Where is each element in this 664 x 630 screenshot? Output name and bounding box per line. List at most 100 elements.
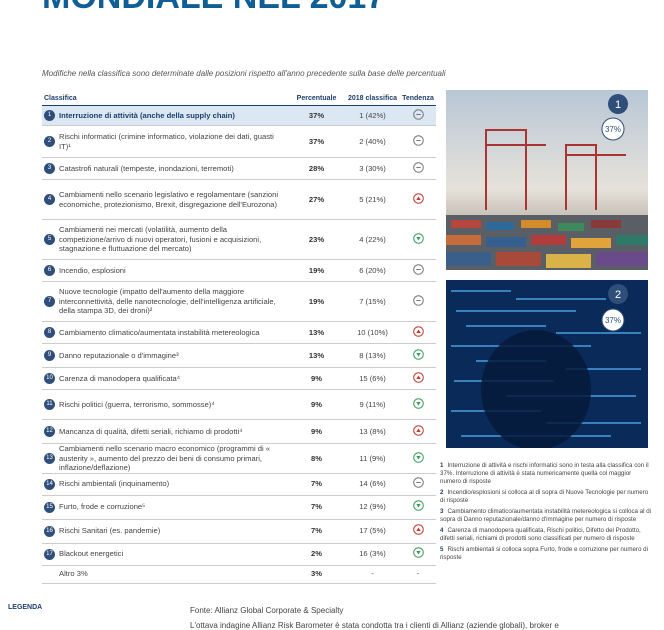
footer-text: L'ottava indagine Allianz Risk Barometer… (190, 621, 559, 630)
risk-cell: 17 Blackout energetici (42, 543, 288, 566)
trend-cell (400, 179, 436, 220)
rank-badge: 16 (44, 525, 55, 537)
trend-cell (400, 125, 436, 158)
prev-rank: 16 (3%) (345, 543, 400, 566)
percent: 9% (288, 367, 345, 390)
trend-cell (400, 519, 436, 544)
percent: 7% (288, 473, 345, 496)
prev-rank: 17 (5%) (345, 519, 400, 544)
trend-cell (400, 321, 436, 344)
table-row: 7 Nuove tecnologie (impatto dell'aumento … (42, 281, 436, 322)
trend-ring (412, 547, 424, 559)
percent: 9% (288, 419, 345, 444)
trend-ring (412, 161, 424, 173)
percent: 37% (288, 125, 345, 158)
trend-cell (400, 495, 436, 520)
note: 2 Incendio/esplosioni si colloca al di so… (440, 489, 652, 505)
risk-label: Danno reputazionale o d'immagine³ (59, 350, 179, 360)
prev-rank: 12 (9%) (345, 495, 400, 520)
risk-label: Interruzione di attività (anche della su… (59, 110, 235, 120)
risk-label: Rischi ambientali (inquinamento) (59, 479, 170, 489)
trend-ring (412, 424, 424, 436)
image-rank: 2 (615, 289, 621, 301)
rank-badge: 13 (44, 452, 55, 464)
prev-rank: 5 (21%) (345, 179, 400, 220)
trend-ring (412, 524, 424, 536)
percent: 13% (288, 343, 345, 368)
trend-cell: - (400, 565, 436, 584)
trend-arrow (415, 375, 421, 379)
trend-icon (412, 325, 424, 337)
trend-arrow (415, 527, 421, 532)
trend-ring (412, 232, 424, 244)
trend-arrow (415, 352, 421, 357)
trend-ring (412, 192, 424, 204)
trend-arrow (415, 329, 421, 333)
prev-rank: 1 (42%) (345, 105, 400, 126)
risk-label: Rischi Sanitari (es. pandemie) (59, 526, 161, 536)
trend-cell (400, 343, 436, 368)
rank-badge: 10 (44, 373, 55, 384)
risk-cell: Altro 3% (42, 565, 288, 584)
prev-rank: 3 (30%) (345, 157, 400, 180)
risk-label: Cambiamento climatico/aumentata instabil… (59, 327, 260, 337)
note-text: Rischi ambientali si colloca sopra Furto… (440, 546, 648, 561)
risk-label: Cambiamenti nello scenario macro economi… (59, 444, 271, 472)
trend-cell (400, 259, 436, 282)
image-pct: 37% (605, 316, 621, 325)
percent: 13% (288, 321, 345, 344)
risk-cell: 7 Nuove tecnologie (impatto dell'aumento … (42, 281, 288, 322)
prev-rank: 7 (15%) (345, 281, 400, 322)
trend-icon (412, 371, 424, 383)
trend-cell (400, 367, 436, 390)
risk-cell: 4 Cambiamenti nello scenario legislativo … (42, 179, 288, 220)
subtitle: Modifiche nella classifica sono determin… (42, 69, 446, 78)
note-text: Incendio/esplosioni si colloca al di sop… (440, 489, 649, 504)
percent: 9% (288, 389, 345, 420)
risk-cell: 11 Rischi politici (guerra, terrorismo, s… (42, 389, 288, 420)
rank-badge: 5 (44, 234, 55, 245)
risk-label: Rischi politici (guerra, terrorismo, som… (59, 399, 215, 409)
trend-arrow (415, 551, 421, 555)
risk-cell: 8 Cambiamento climatico/aumentata instabi… (42, 321, 288, 344)
table-row: Altro 3% 3% - - (42, 565, 436, 584)
trend-arrow (415, 401, 421, 406)
percent: 7% (288, 495, 345, 520)
risk-label: Furto, frode e corruzione⁵ (59, 502, 146, 512)
risk-cell: 13 Cambiamenti nello scenario macro econo… (42, 443, 288, 474)
trend-arrow (415, 504, 421, 508)
percent: 3% (288, 565, 345, 584)
table-row: 1 Interruzione di attività (anche della s… (42, 105, 436, 126)
port-image: 1 37% (446, 90, 648, 270)
note-number: 4 (440, 527, 444, 534)
prev-rank: 2 (40%) (345, 125, 400, 158)
risk-label: Incendio, esplosioni (59, 265, 126, 275)
risk-cell: 3 Catastrofi naturali (tempeste, inondazi… (42, 157, 288, 180)
col-header: Percentuale (288, 91, 345, 106)
table-row: 16 Rischi Sanitari (es. pandemie) 7% 17 (5%… (42, 519, 436, 544)
table-row: 9 Danno reputazionale o d'immagine³ 13% 8 (… (42, 343, 436, 368)
image-rank: 1 (615, 99, 621, 111)
risk-cell: 9 Danno reputazionale o d'immagine³ (42, 343, 288, 368)
note: 4 Carenza di manodopera qualificata, Risc… (440, 527, 652, 543)
table-row: 10 Carenza di manodopera qualificata⁴ 9% 15… (42, 367, 436, 390)
table-row: 17 Blackout energetici 2% 16 (3%) (42, 543, 436, 566)
image-pct: 37% (605, 125, 621, 134)
col-header: Tendenza (400, 91, 436, 106)
rank-badge: 4 (44, 194, 55, 205)
prev-rank: 13 (8%) (345, 419, 400, 444)
risk-cell: 1 Interruzione di attività (anche della s… (42, 105, 288, 126)
rank-badge: 8 (44, 327, 55, 338)
risk-label: Altro 3% (59, 569, 88, 579)
note: 3 Cambiamento climatico/aumentata instabi… (440, 508, 652, 524)
trend-ring (412, 108, 424, 120)
trend-ring (412, 348, 424, 360)
trend-ring (412, 477, 424, 489)
footnotes: 1 Interruzione di attività e rischi infor… (440, 462, 652, 565)
rank-badge: 2 (44, 136, 55, 147)
percent: 37% (288, 105, 345, 126)
percent: 28% (288, 157, 345, 180)
trend-ring (412, 371, 424, 383)
risk-cell: 16 Rischi Sanitari (es. pandemie) (42, 519, 288, 544)
rank-badge: 3 (44, 163, 55, 174)
